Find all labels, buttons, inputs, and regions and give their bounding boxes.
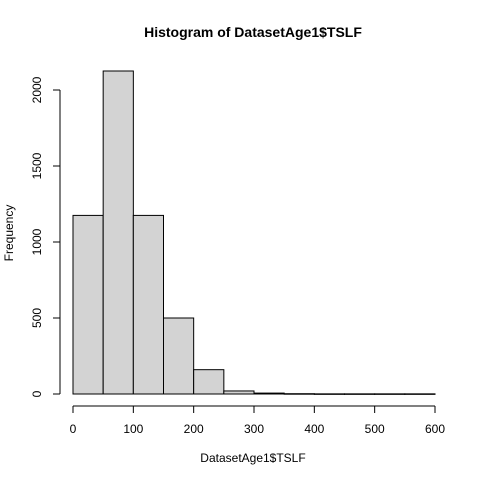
histogram-bar-0 <box>72 214 104 395</box>
y-axis: 0 500 1000 1500 2000 <box>30 76 61 397</box>
histogram-bar-7 <box>283 393 315 395</box>
histogram-bar-4 <box>193 369 225 395</box>
histogram-bar-5 <box>223 390 255 395</box>
bars-group <box>72 70 436 395</box>
histogram-bar-1 <box>102 70 134 395</box>
x-tick-label-0: 0 <box>70 422 77 436</box>
x-tick-label-5: 500 <box>365 422 385 436</box>
y-axis-label: Frequency <box>2 205 16 262</box>
histogram-bar-11 <box>404 393 436 395</box>
x-tick-label-3: 300 <box>244 422 264 436</box>
y-tick-label-0: 0 <box>30 390 44 397</box>
x-axis-label: DatasetAge1$TSLF <box>200 451 305 465</box>
x-tick-label-4: 400 <box>304 422 324 436</box>
y-tick-label-4: 2000 <box>30 76 44 103</box>
histogram-bar-6 <box>253 392 285 395</box>
x-axis: 0 100 200 300 400 500 600 <box>70 405 445 436</box>
y-tick-label-2: 1000 <box>30 228 44 255</box>
histogram-bar-3 <box>163 317 195 395</box>
x-tick-label-2: 200 <box>184 422 204 436</box>
histogram-bar-8 <box>313 393 345 395</box>
histogram-bar-9 <box>344 393 376 395</box>
histogram-bar-10 <box>374 393 406 395</box>
x-tick-label-1: 100 <box>123 422 143 436</box>
y-tick-label-3: 1500 <box>30 152 44 179</box>
chart-title: Histogram of DatasetAge1$TSLF <box>144 24 362 40</box>
y-tick-label-1: 500 <box>30 308 44 328</box>
x-tick-label-6: 600 <box>425 422 445 436</box>
histogram-bar-2 <box>132 214 165 395</box>
